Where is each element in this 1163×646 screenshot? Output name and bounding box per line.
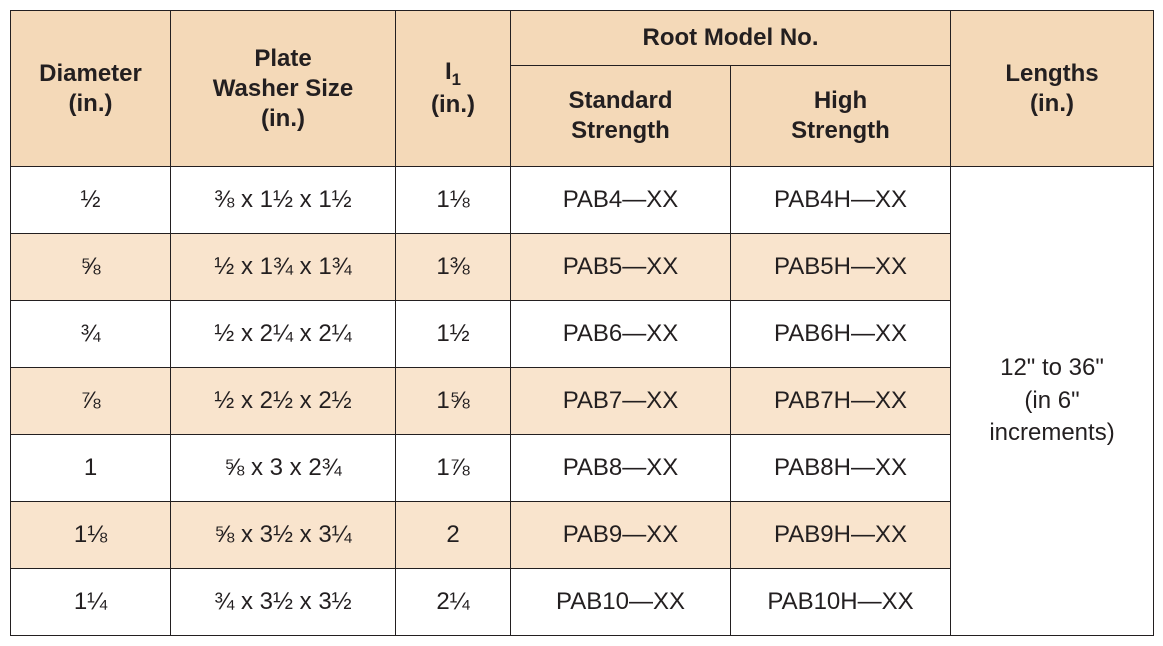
cell-washer: ½ x 2½ x 2½: [171, 368, 396, 435]
header-i1-sub: 1: [452, 69, 461, 88]
header-lengths: Lengths(in.): [951, 11, 1154, 167]
cell-high: PAB9H—XX: [731, 502, 951, 569]
cell-i1: 1⅜: [396, 234, 511, 301]
cell-i1: 2¼: [396, 569, 511, 636]
cell-diameter: ¾: [11, 301, 171, 368]
header-root-model: Root Model No.: [511, 11, 951, 66]
cell-diameter: 1: [11, 435, 171, 502]
cell-std: PAB4—XX: [511, 167, 731, 234]
cell-high: PAB10H—XX: [731, 569, 951, 636]
cell-i1: 1½: [396, 301, 511, 368]
table-body: ½⅜ x 1½ x 1½1⅛PAB4—XXPAB4H—XX12" to 36"(…: [11, 167, 1154, 636]
cell-std: PAB9—XX: [511, 502, 731, 569]
header-diameter: Diameter(in.): [11, 11, 171, 167]
cell-i1: 1⅝: [396, 368, 511, 435]
table-header: Diameter(in.) PlateWasher Size(in.) I1 (i…: [11, 11, 1154, 167]
cell-high: PAB4H—XX: [731, 167, 951, 234]
header-plate-washer: PlateWasher Size(in.): [171, 11, 396, 167]
cell-std: PAB6—XX: [511, 301, 731, 368]
cell-high: PAB7H—XX: [731, 368, 951, 435]
table-row: ½⅜ x 1½ x 1½1⅛PAB4—XXPAB4H—XX12" to 36"(…: [11, 167, 1154, 234]
cell-diameter: ⅞: [11, 368, 171, 435]
cell-washer: ⅝ x 3 x 2¾: [171, 435, 396, 502]
cell-diameter: 1⅛: [11, 502, 171, 569]
cell-std: PAB5—XX: [511, 234, 731, 301]
cell-washer: ½ x 1¾ x 1¾: [171, 234, 396, 301]
header-i1-suffix: (in.): [431, 91, 475, 118]
cell-washer: ⅝ x 3½ x 3¼: [171, 502, 396, 569]
header-i1: I1 (in.): [396, 11, 511, 167]
cell-diameter: ½: [11, 167, 171, 234]
cell-high: PAB8H—XX: [731, 435, 951, 502]
cell-washer: ¾ x 3½ x 3½: [171, 569, 396, 636]
header-i1-prefix: I: [445, 58, 452, 85]
cell-i1: 1⅛: [396, 167, 511, 234]
cell-high: PAB6H—XX: [731, 301, 951, 368]
cell-diameter: 1¼: [11, 569, 171, 636]
cell-high: PAB5H—XX: [731, 234, 951, 301]
cell-washer: ⅜ x 1½ x 1½: [171, 167, 396, 234]
header-standard-strength: StandardStrength: [511, 66, 731, 167]
cell-i1: 1⅞: [396, 435, 511, 502]
cell-lengths: 12" to 36"(in 6"increments): [951, 167, 1154, 636]
cell-std: PAB8—XX: [511, 435, 731, 502]
cell-std: PAB7—XX: [511, 368, 731, 435]
spec-table: Diameter(in.) PlateWasher Size(in.) I1(i…: [10, 10, 1154, 636]
cell-diameter: ⅝: [11, 234, 171, 301]
header-high-strength: HighStrength: [731, 66, 951, 167]
cell-washer: ½ x 2¼ x 2¼: [171, 301, 396, 368]
cell-std: PAB10—XX: [511, 569, 731, 636]
cell-i1: 2: [396, 502, 511, 569]
